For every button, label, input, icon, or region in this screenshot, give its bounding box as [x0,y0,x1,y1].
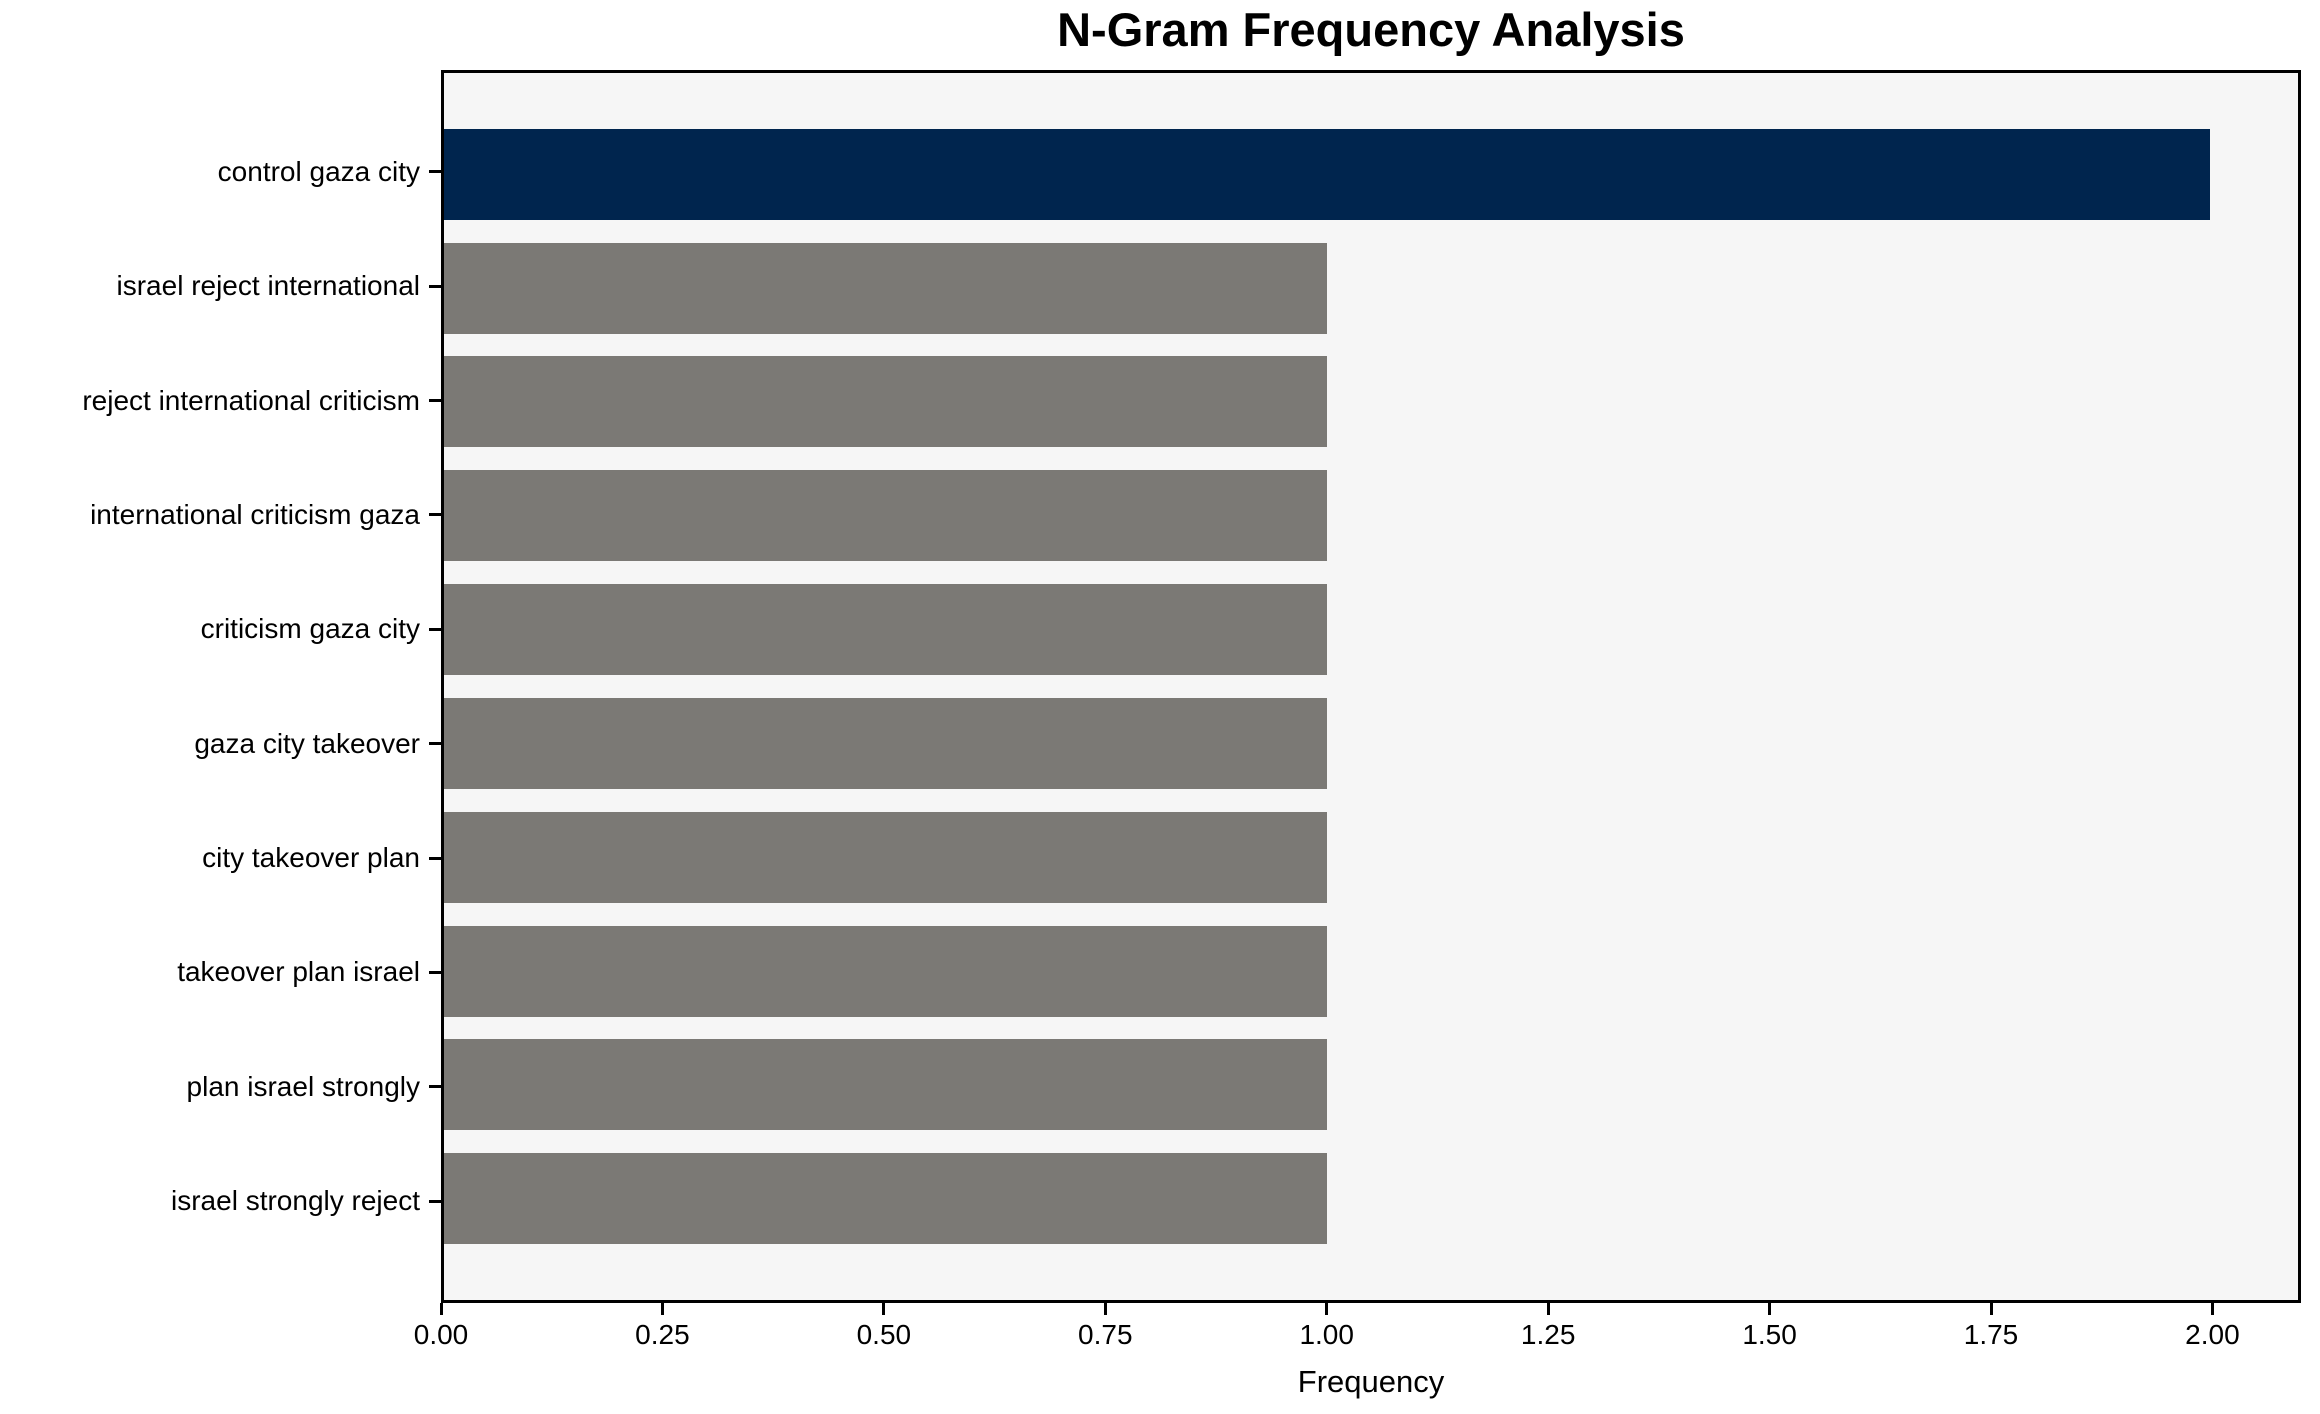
y-tick-mark [429,399,441,403]
y-tick-label: israel reject international [116,270,421,302]
x-tick-mark [1768,1303,1772,1315]
y-tick-label: israel strongly reject [171,1185,420,1217]
x-tick-mark [1103,1303,1107,1315]
x-tick-mark [439,1303,443,1315]
plot-area [441,70,2301,1303]
y-tick-mark [429,1085,441,1089]
x-axis-label: Frequency [1297,1364,1445,1399]
bar [444,1153,1327,1245]
chart-title: N-Gram Frequency Analysis [1057,3,1685,56]
x-tick-label: 0.50 [856,1319,912,1350]
x-tick-label: 0.00 [413,1319,469,1350]
y-tick-mark [429,284,441,288]
bar [444,1039,1327,1131]
x-tick-label: 0.25 [635,1319,690,1350]
bar [444,470,1327,562]
y-tick-label: criticism gaza city [200,613,420,645]
bar [444,811,1327,903]
y-tick-mark [429,742,441,746]
x-tick-mark [1546,1303,1550,1315]
y-tick-label: international criticism gaza [90,498,420,530]
x-tick-mark [882,1303,886,1315]
x-tick-label: 1.50 [1742,1319,1797,1350]
x-tick-label: 1.75 [1963,1319,2019,1350]
x-tick-mark [1325,1303,1329,1315]
y-tick-label: city takeover plan [202,842,420,874]
x-tick-label: 2.00 [2185,1319,2240,1350]
bar [444,242,1327,334]
x-tick-label: 0.75 [1078,1319,1133,1350]
y-tick-mark [429,170,441,174]
y-tick-label: gaza city takeover [194,727,420,759]
y-tick-label: control gaza city [217,155,420,187]
x-tick-mark [2210,1303,2214,1315]
y-tick-mark [429,627,441,631]
bar [444,697,1327,789]
x-tick-mark [1989,1303,1993,1315]
y-tick-mark [429,513,441,517]
bar [444,584,1327,676]
bar [444,356,1327,448]
y-tick-mark [429,1199,441,1203]
y-tick-label: reject international criticism [82,384,420,416]
y-axis-labels: control gaza city israel reject internati… [0,70,420,1303]
y-tick-label: takeover plan israel [177,956,420,988]
bar [444,925,1327,1017]
x-tick-label: 1.25 [1520,1319,1576,1350]
y-tick-label: plan israel strongly [186,1070,420,1102]
x-tick-mark [660,1303,664,1315]
y-tick-mark [429,856,441,860]
y-tick-mark [429,970,441,974]
x-tick-label: 1.00 [1299,1319,1354,1350]
bar [444,128,2210,220]
